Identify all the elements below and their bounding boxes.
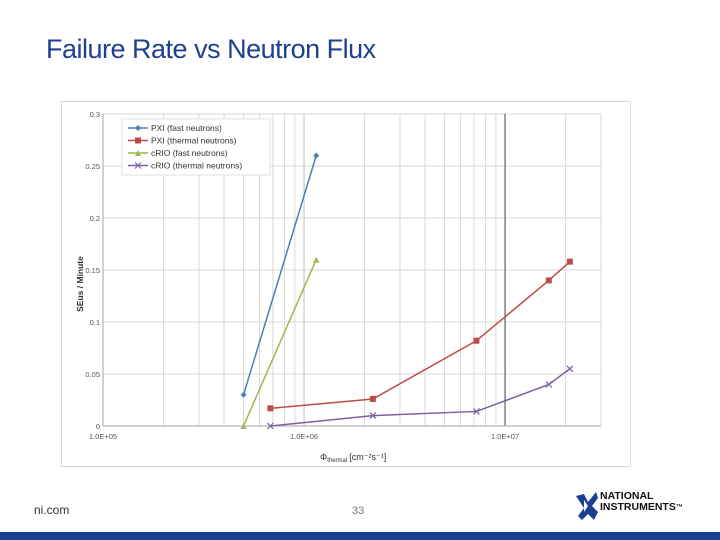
x-axis-label-units: [cm⁻²s⁻¹] (349, 452, 386, 462)
legend-marker-3 (134, 162, 142, 169)
series-2-point-1 (313, 256, 320, 263)
x-axis-label: Φthermal [cm⁻²s⁻¹] (320, 452, 386, 464)
logo-line-2: INSTRUMENTS (600, 501, 676, 513)
series-layer (240, 152, 574, 430)
x-tick-label-0: 1.0E+05 (89, 432, 117, 441)
legend-label-3: cRIO (thermal neutrons) (151, 161, 242, 171)
series-3-point-0-b (266, 422, 274, 430)
series-line-1 (270, 261, 571, 410)
legend-marker-1 (135, 137, 141, 144)
series-3-point-2 (472, 408, 480, 415)
legend-marker-3-b (134, 162, 142, 169)
logo-line-1: NATIONAL (600, 490, 654, 502)
y-axis-label: SEus / Minute (75, 256, 85, 312)
page-number: 33 (352, 505, 365, 517)
y-tick-label-2: 0.1 (90, 318, 100, 327)
series-1-point-0 (267, 405, 274, 412)
legend: PXI (fast neutrons) PXI (thermal neutrons… (121, 118, 271, 176)
axis-layer: 0 0.05 0.1 0.15 0.2 0.25 0.3 1.0E+05 1.0E+06 1.0E… (85, 110, 601, 441)
footer-site: ni.com (34, 503, 70, 517)
series-0-point-1 (313, 152, 320, 159)
series-line-2 (242, 259, 317, 427)
y-tick-label-4: 0.2 (90, 214, 100, 223)
y-tick-label-6: 0.3 (90, 110, 100, 119)
series-2-point-0 (240, 423, 247, 429)
flux-chart: 0 0.05 0.1 0.15 0.2 0.25 0.3 1.0E+05 1.0E+06 1.0E… (75, 110, 602, 464)
series-0-point-0 (240, 391, 247, 398)
legend-marker-2 (135, 150, 141, 156)
series-3-point-4-b (566, 365, 574, 373)
series-line-3 (270, 368, 571, 427)
y-tick-label-3: 0.15 (85, 266, 100, 275)
legend-label-1: PXI (thermal neutrons) (151, 136, 237, 146)
series-3-point-3 (545, 380, 553, 388)
series-1-point-3 (545, 277, 552, 284)
x-axis-label-symbol: Φ (320, 452, 327, 462)
series-3-point-1 (369, 412, 377, 420)
series-3-point-4 (566, 365, 574, 373)
x-axis-label-subscript: thermal (327, 458, 347, 464)
slide-title: Failure Rate vs Neutron Flux (46, 34, 376, 64)
logo-trademark: ™ (675, 504, 683, 511)
series-3-point-0 (266, 422, 274, 430)
series-3-point-3-b (545, 380, 553, 388)
x-tick-label-1: 1.0E+06 (290, 432, 318, 441)
series-line-0 (242, 155, 317, 396)
x-tick-label-2: 1.0E+07 (491, 432, 519, 441)
series-1-point-2 (473, 337, 480, 344)
legend-label-0: PXI (fast neutrons) (151, 123, 222, 133)
series-1-point-1 (369, 395, 376, 402)
ni-eagle-logo-icon (576, 492, 598, 520)
bottom-bar (0, 532, 720, 540)
ni-logo-text: NATIONAL INSTRUMENTS™ (600, 491, 683, 513)
legend-label-2: cRIO (fast neutrons) (151, 148, 228, 158)
y-tick-label-1: 0.05 (85, 370, 100, 379)
series-3-point-1-b (369, 412, 377, 420)
y-tick-label-0: 0 (96, 422, 100, 431)
y-tick-label-5: 0.25 (85, 162, 100, 171)
series-3-point-2-b (472, 408, 480, 415)
legend-marker-0 (135, 125, 141, 131)
chart-frame: 0 0.05 0.1 0.15 0.2 0.25 0.3 1.0E+05 1.0E+06 1.0E… (61, 101, 631, 467)
series-1-point-4 (566, 258, 573, 265)
